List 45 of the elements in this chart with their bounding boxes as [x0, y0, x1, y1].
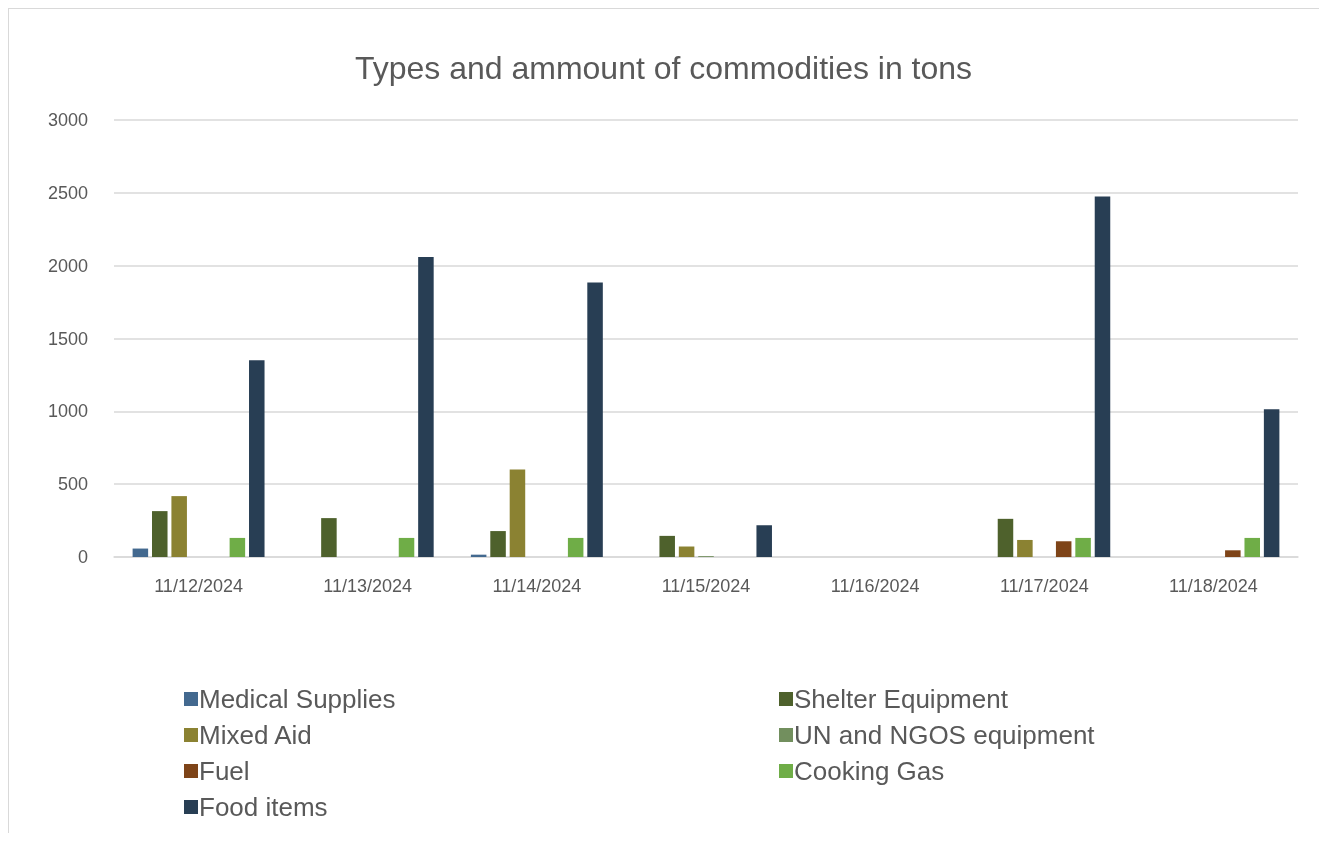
bar: [756, 525, 772, 557]
legend-label: Mixed Aid: [199, 720, 312, 750]
legend-label: UN and NGOS equipment: [794, 720, 1096, 750]
bar: [997, 518, 1014, 557]
x-tick-label: 11/16/2024: [830, 576, 920, 596]
bar: [1017, 539, 1033, 557]
bar: [229, 537, 246, 557]
bar: [1263, 409, 1280, 557]
bar: [1225, 550, 1241, 557]
bar: [418, 256, 434, 557]
bar: [132, 548, 149, 557]
y-tick-label: 1500: [47, 328, 88, 349]
bar: [678, 546, 695, 557]
y-tick-label: 1000: [47, 401, 88, 422]
bar: [659, 535, 675, 557]
x-tick-label: 11/14/2024: [492, 576, 582, 596]
legend-label: Cooking Gas: [794, 756, 945, 786]
bar: [249, 360, 265, 557]
legend-label: Food items: [199, 792, 328, 822]
legend-label: Fuel: [199, 756, 250, 786]
y-tick-label: 3000: [47, 110, 88, 130]
legend-label: Medical Supplies: [199, 684, 396, 714]
bar: [509, 469, 526, 557]
bar: [567, 537, 584, 557]
y-tick-label: 500: [57, 474, 88, 495]
y-tick-label: 2500: [47, 182, 88, 203]
x-tick-label: 11/17/2024: [999, 576, 1089, 596]
x-tick-label: 11/15/2024: [661, 576, 751, 596]
bar: [152, 511, 168, 557]
chart-title: Types and ammount of commodities in tons: [354, 50, 973, 86]
bar: [587, 282, 603, 557]
bar: [1094, 196, 1111, 557]
x-tick-label: 11/13/2024: [323, 576, 413, 596]
bar: [171, 496, 187, 557]
legend-label: Shelter Equipment: [794, 684, 1009, 714]
bar: [1075, 537, 1091, 557]
bar: [398, 537, 415, 557]
bar: [321, 518, 337, 557]
x-tick-label: 11/12/2024: [154, 576, 243, 596]
y-tick-label: 0: [77, 547, 88, 567]
bar: [490, 531, 506, 557]
y-tick-label: 2000: [47, 255, 88, 276]
bar: [1055, 541, 1072, 557]
x-tick-label: 11/18/2024: [1169, 576, 1258, 596]
bar: [1244, 537, 1260, 557]
